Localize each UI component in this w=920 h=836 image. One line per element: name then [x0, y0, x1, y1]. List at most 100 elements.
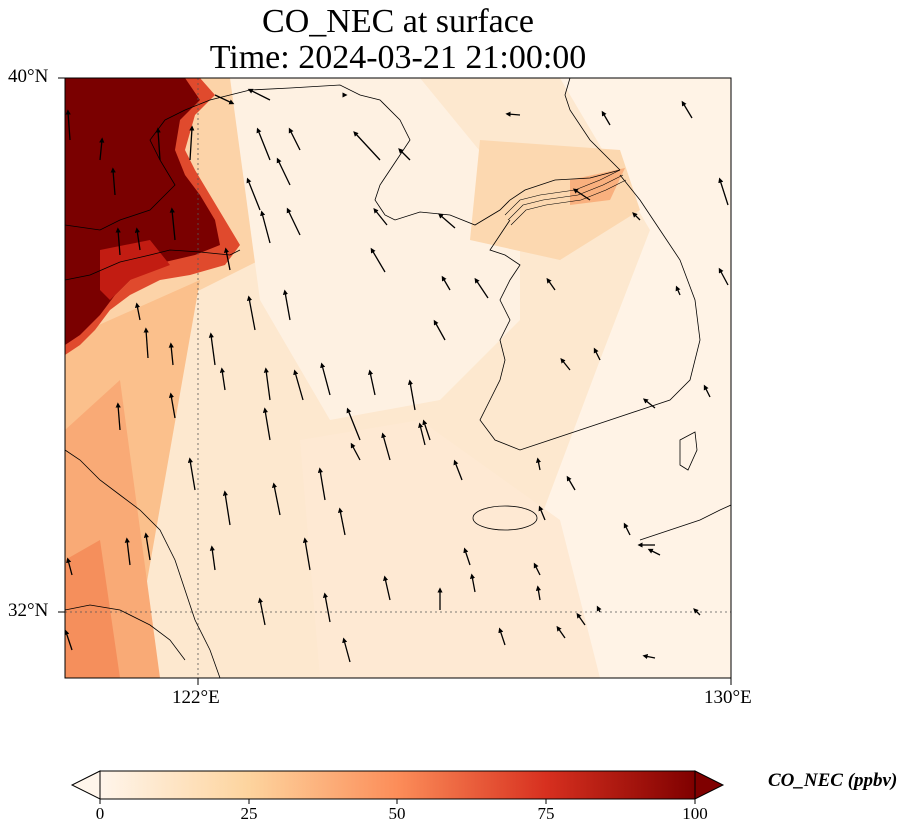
wind-arrow	[110, 167, 116, 196]
wind-arrow	[560, 357, 571, 371]
colorbar-label: CO_NEC (ppbv)	[768, 770, 898, 791]
wind-arrow	[302, 537, 311, 571]
coastline-bohai-north	[65, 84, 621, 231]
wind-arrow	[276, 157, 291, 186]
wind-arrow	[209, 545, 216, 571]
colorbar-tick-25: 25	[240, 804, 258, 823]
wind-arrow	[317, 467, 326, 501]
lat-label-32N: 32°N	[8, 600, 49, 621]
wind-arrow	[422, 419, 431, 441]
wind-arrow	[675, 285, 681, 296]
wind-arrow	[143, 532, 151, 561]
wind-arrow	[288, 127, 301, 151]
wind-arrow	[632, 212, 641, 221]
wind-arrow	[124, 537, 131, 566]
wind-arrow	[469, 573, 476, 593]
wind-arrow	[596, 605, 602, 613]
wind-arrow	[383, 575, 391, 601]
wind-arrow	[246, 177, 261, 211]
wind-arrow	[368, 369, 376, 396]
field-band-south	[300, 420, 600, 678]
axis-ticks	[58, 77, 732, 685]
wind-arrow	[271, 482, 281, 516]
coastline-tsushima	[679, 431, 698, 471]
wind-arrow	[681, 100, 693, 119]
wind-arrow	[262, 407, 271, 441]
lon-label-130E: 130°E	[704, 687, 752, 708]
wind-arrow	[693, 608, 701, 616]
wind-arrow	[214, 94, 235, 105]
wind-arrow	[286, 207, 301, 236]
map-panel	[65, 78, 731, 678]
wind-arrow	[505, 111, 521, 117]
field-band-clean2	[540, 78, 731, 678]
colorbar-tick-0: 0	[95, 804, 105, 823]
wind-arrow	[293, 369, 304, 401]
wind-arrow	[576, 612, 586, 626]
wind-arrow	[222, 490, 231, 526]
wind-arrow	[453, 459, 463, 481]
wind-arrow	[342, 637, 351, 663]
wind-arrow	[718, 267, 729, 286]
coastline-jiangsu	[65, 449, 221, 678]
wind-arrow	[346, 407, 361, 441]
wind-arrow	[155, 127, 161, 161]
wind-arrow	[256, 127, 271, 161]
wind-arrow	[556, 625, 566, 639]
wind-arrow	[219, 367, 226, 391]
wind-arrow	[134, 227, 141, 251]
colorbar-tick-100: 100	[682, 804, 708, 823]
coastline-jeju	[472, 505, 538, 531]
wind-arrow	[189, 125, 195, 161]
wind-arrow	[381, 432, 391, 461]
wind-arrow	[337, 507, 346, 536]
wind-arrow	[65, 629, 73, 651]
wind-arrow	[418, 422, 426, 446]
wind-arrow	[601, 110, 611, 126]
wind-arrow	[642, 653, 656, 660]
wind-arrow	[187, 457, 196, 491]
field-band-sw2	[65, 540, 120, 678]
wind-arrow	[168, 342, 174, 366]
coastlines	[65, 78, 731, 678]
wind-arrow	[718, 177, 729, 206]
wind-arrow	[438, 213, 456, 229]
wind-arrow	[533, 562, 541, 576]
colorbar-tick-75: 75	[537, 804, 555, 823]
wind-arrow	[407, 379, 416, 411]
colorbar-tick-50: 50	[388, 804, 406, 823]
wind-arrow	[433, 319, 446, 341]
wind-arrow	[546, 277, 556, 291]
wind-arrow	[623, 522, 631, 536]
coastline-shandong	[65, 249, 241, 281]
wind-arrow	[115, 227, 121, 256]
wind-arrow	[474, 277, 489, 299]
wind-arrow	[538, 505, 546, 521]
wind-arrow	[169, 207, 176, 241]
field-high-spot	[100, 240, 170, 300]
wind-arrow	[168, 392, 176, 419]
wind-arrow	[498, 627, 506, 646]
colorbar	[70, 770, 725, 804]
wind-arrow	[263, 367, 271, 401]
wind-arrow	[260, 210, 271, 244]
wind-arrow	[572, 188, 591, 201]
wind-arrow	[99, 137, 105, 161]
wind-arrow	[642, 398, 656, 409]
wind-arrow	[647, 548, 661, 556]
wind-arrow	[593, 347, 601, 361]
wind-arrow	[134, 302, 141, 321]
wind-arrow	[566, 475, 576, 491]
wind-arrow	[703, 384, 711, 398]
map-frame	[64, 77, 732, 679]
map-title-line2: Time: 2024-03-21 21:00:00	[209, 39, 587, 76]
field-band-korea-north	[470, 140, 640, 260]
wind-arrow	[535, 457, 542, 471]
coastline-korea-east-north	[564, 78, 621, 171]
wind-vectors	[65, 88, 729, 663]
wind-arrow	[282, 289, 291, 321]
coastline-kyushu	[639, 504, 731, 541]
lat-label-40N: 40°N	[8, 66, 49, 87]
wind-arrow	[66, 557, 73, 576]
